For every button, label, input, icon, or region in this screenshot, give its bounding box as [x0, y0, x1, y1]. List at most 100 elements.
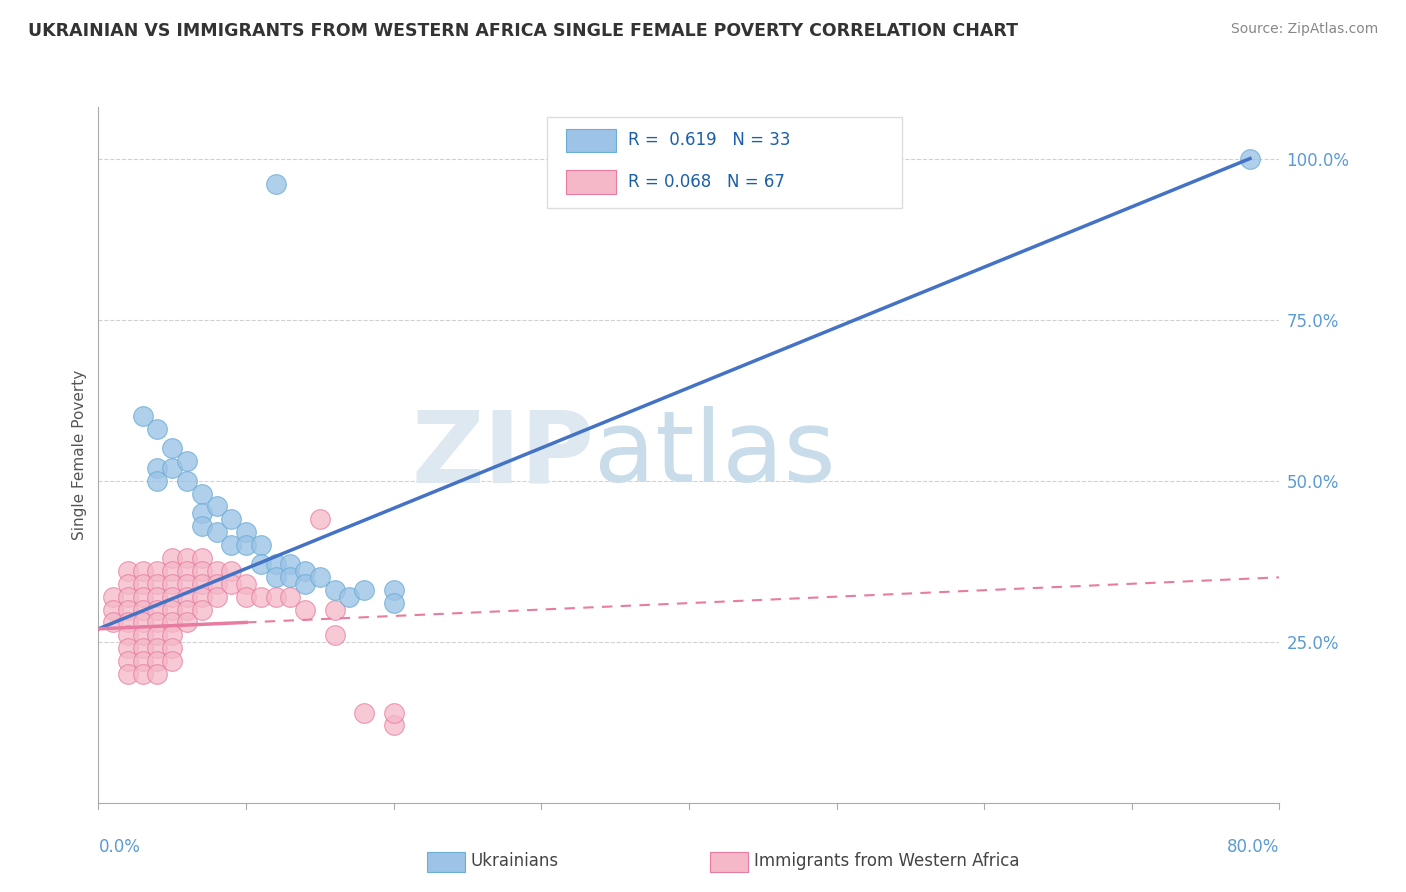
Point — [117, 667, 139, 681]
Point — [146, 576, 169, 591]
Point — [132, 564, 155, 578]
Point — [162, 654, 183, 668]
Point — [176, 615, 198, 630]
Point — [294, 576, 316, 591]
Point — [176, 474, 198, 488]
Point — [146, 564, 169, 578]
Point — [162, 615, 183, 630]
Point — [250, 590, 273, 604]
Point — [132, 654, 155, 668]
Point — [250, 538, 273, 552]
FancyBboxPatch shape — [710, 852, 748, 871]
Point — [117, 590, 139, 604]
Point — [205, 564, 228, 578]
Point — [294, 602, 316, 616]
Point — [146, 641, 169, 656]
Point — [117, 654, 139, 668]
Point — [132, 576, 155, 591]
Point — [146, 654, 169, 668]
Text: Source: ZipAtlas.com: Source: ZipAtlas.com — [1230, 22, 1378, 37]
Point — [205, 576, 228, 591]
Point — [132, 641, 155, 656]
Text: R =  0.619   N = 33: R = 0.619 N = 33 — [627, 131, 790, 150]
Point — [323, 602, 346, 616]
Point — [176, 576, 198, 591]
Point — [162, 442, 183, 456]
Point — [339, 590, 360, 604]
Point — [132, 602, 155, 616]
Point — [323, 628, 346, 642]
Point — [162, 551, 183, 566]
Point — [117, 615, 139, 630]
FancyBboxPatch shape — [547, 118, 901, 208]
Point — [191, 564, 214, 578]
Point — [235, 576, 257, 591]
Point — [205, 590, 228, 604]
Point — [146, 667, 169, 681]
Point — [278, 590, 302, 604]
Point — [191, 551, 214, 566]
Point — [278, 558, 302, 572]
Point — [264, 590, 287, 604]
Point — [250, 558, 273, 572]
Point — [191, 576, 214, 591]
Point — [117, 602, 139, 616]
Point — [191, 590, 214, 604]
Point — [117, 641, 139, 656]
Point — [132, 628, 155, 642]
Point — [176, 551, 198, 566]
Point — [382, 583, 405, 598]
Point — [309, 512, 332, 526]
Point — [162, 564, 183, 578]
Point — [1239, 152, 1261, 166]
Point — [278, 570, 302, 584]
Point — [176, 564, 198, 578]
Text: UKRAINIAN VS IMMIGRANTS FROM WESTERN AFRICA SINGLE FEMALE POVERTY CORRELATION CH: UKRAINIAN VS IMMIGRANTS FROM WESTERN AFR… — [28, 22, 1018, 40]
Point — [132, 667, 155, 681]
Point — [176, 454, 198, 468]
FancyBboxPatch shape — [427, 852, 464, 871]
Y-axis label: Single Female Poverty: Single Female Poverty — [72, 370, 87, 540]
Text: 0.0%: 0.0% — [98, 838, 141, 856]
Point — [205, 500, 228, 514]
Text: Immigrants from Western Africa: Immigrants from Western Africa — [754, 852, 1019, 871]
Point — [353, 706, 375, 720]
Point — [103, 602, 125, 616]
Point — [353, 583, 375, 598]
Point — [146, 460, 169, 475]
Point — [132, 409, 155, 424]
Point — [103, 590, 125, 604]
FancyBboxPatch shape — [567, 128, 616, 153]
Text: R = 0.068   N = 67: R = 0.068 N = 67 — [627, 173, 785, 191]
Point — [294, 564, 316, 578]
Point — [235, 525, 257, 540]
Point — [162, 576, 183, 591]
Point — [191, 506, 214, 520]
Point — [382, 706, 405, 720]
Point — [235, 590, 257, 604]
Text: 80.0%: 80.0% — [1227, 838, 1279, 856]
Point — [117, 576, 139, 591]
Point — [191, 518, 214, 533]
Point — [117, 628, 139, 642]
Point — [162, 602, 183, 616]
Point — [146, 474, 169, 488]
Point — [382, 718, 405, 732]
Point — [219, 576, 242, 591]
Point — [219, 564, 242, 578]
Point — [162, 590, 183, 604]
Point — [264, 558, 287, 572]
FancyBboxPatch shape — [567, 170, 616, 194]
Point — [235, 538, 257, 552]
Point — [146, 422, 169, 436]
Point — [146, 602, 169, 616]
Point — [162, 641, 183, 656]
Point — [117, 564, 139, 578]
Point — [146, 628, 169, 642]
Point — [191, 602, 214, 616]
Text: Ukrainians: Ukrainians — [471, 852, 558, 871]
Point — [103, 615, 125, 630]
Text: ZIP: ZIP — [412, 407, 595, 503]
Point — [162, 460, 183, 475]
Point — [176, 602, 198, 616]
